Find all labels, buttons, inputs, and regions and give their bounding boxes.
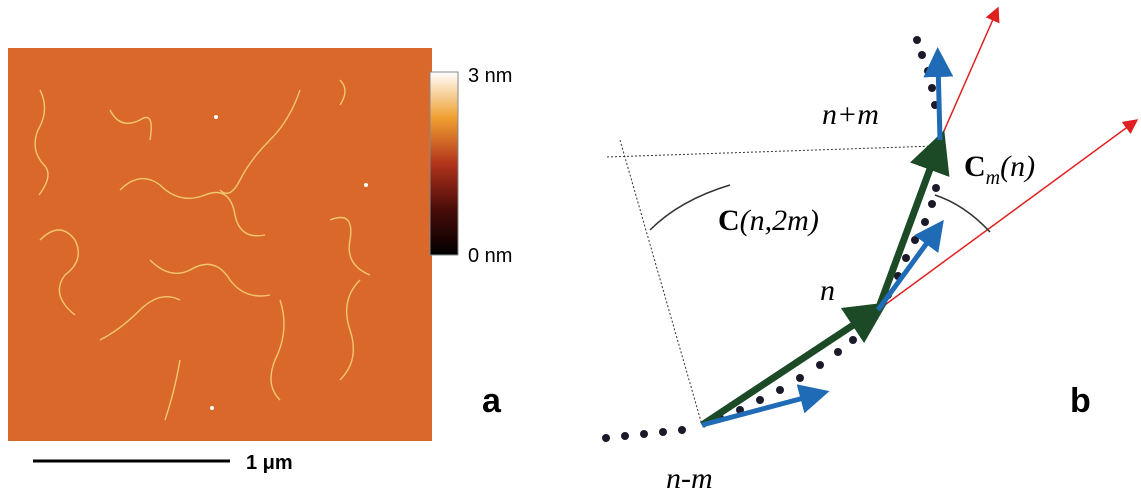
colorbar xyxy=(430,72,458,255)
label-cm: Cm(n) xyxy=(964,150,1035,189)
label-part: m xyxy=(986,167,1000,189)
panel-label: b xyxy=(1070,382,1091,420)
label-n-minus-m: n-m xyxy=(666,462,713,495)
colorbar-max-label: 3 nm xyxy=(468,65,512,87)
panel-label: a xyxy=(482,382,502,420)
label-c2m: C(n,2m) xyxy=(718,204,819,237)
scale-bar-label: 1 μm xyxy=(246,452,293,474)
label-part: (n,2m) xyxy=(740,204,819,237)
afm-image xyxy=(8,48,432,441)
figure: 3 nm 0 nm 1 μm a n+m Cm(n) C(n,2m) n n-m… xyxy=(0,0,1141,497)
label-part: (n) xyxy=(1000,150,1035,183)
label-n-plus-m: n+m xyxy=(822,98,879,131)
diagram xyxy=(602,8,1137,442)
colorbar-min-label: 0 nm xyxy=(468,245,512,267)
label-part: C xyxy=(718,204,740,237)
label-n: n xyxy=(820,274,835,307)
label-part: C xyxy=(964,150,986,183)
